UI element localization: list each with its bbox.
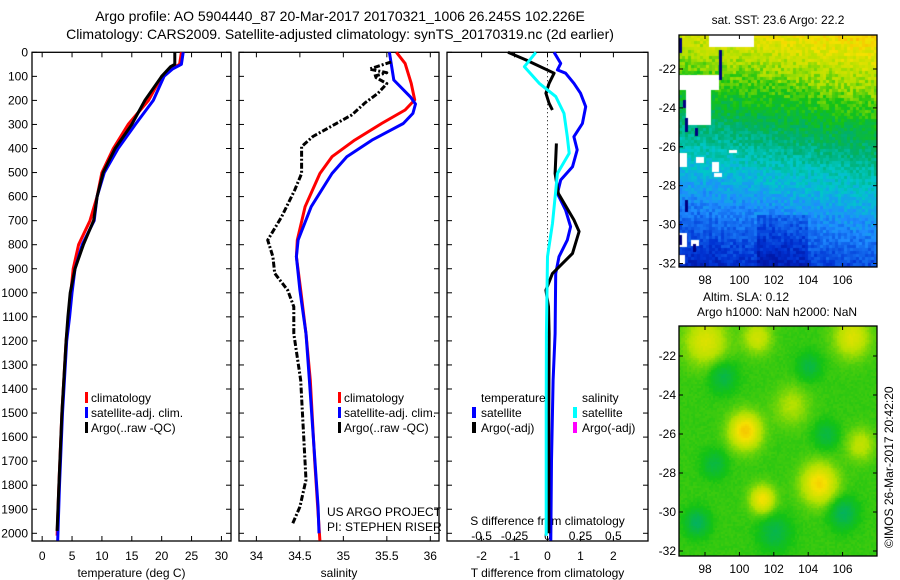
depth-tick-label: 1800 [1,478,28,492]
series-line-satellite-adj-clim- [56,52,185,541]
legend-label: satellite [582,406,623,420]
x-tick-label: -2 [476,549,487,563]
credit-pi: PI: STEPHEN RISER [327,520,442,534]
s-tick-label: -0.5 [471,529,492,543]
x-tick-label: 1 [577,549,584,563]
map1-title: sat. SST: 23.6 Argo: 22.2 [712,13,845,27]
series-line-salinity-satellite [522,51,571,536]
legend-swatch [85,422,88,433]
depth-tick-label: 0 [21,45,28,59]
x-axis-label: temperature (deg C) [77,566,185,580]
salinity-panel: 34 34.5 35 35.5 36 salinity climatologysatelli… [238,51,440,580]
legend-swatch [338,407,341,418]
s-tick-label: 0.25 [569,529,593,543]
depth-tick-label: 300 [8,117,28,131]
legend-swatch [472,407,476,418]
x-tick-label: 10 [95,549,109,563]
x-axis-label: T difference from climatology [471,566,625,580]
depth-tick-label: 1400 [1,382,28,396]
depth-tick-label: 900 [8,262,28,276]
depth-tick-label: 100 [8,69,28,83]
imos-watermark: ©IMOS 26-Mar-2017 20:42:20 [882,386,896,548]
legend-swatch [573,407,577,418]
credit-project: US ARGO PROJECT [327,505,442,519]
depth-tick-label: 1100 [2,310,28,324]
depth-tick-label: 1200 [1,334,28,348]
legend-swatch [338,392,341,403]
figure-title-line2: Climatology: CARS2009. Satellite-adjuste… [66,26,614,42]
x-tick-label: 34 [250,549,264,563]
x-tick-label: 25 [185,549,199,563]
legend-label: climatology [91,391,151,405]
depth-tick-label: 500 [8,166,28,180]
sla-map [679,326,877,556]
depth-tick-label: 1900 [1,502,28,516]
legend-label: satellite [481,406,522,420]
x-tick-label: 36 [424,549,438,563]
legend-group-title: temperature [481,391,546,405]
legend-group-title: salinity [582,391,619,405]
series-line-temperature-satellite [549,51,588,541]
depth-tick-label: 2000 [1,526,28,540]
legend-swatch [573,422,577,433]
x-tick-label: 0 [39,549,46,563]
s-tick-label: -0.25 [501,529,529,543]
map2-title-line2: Argo h1000: NaN h2000: NaN [697,305,857,319]
x-tick-label: 2 [610,549,617,563]
legend-label: Argo(..raw -QC) [91,421,176,435]
x-tick-label: -1 [509,549,520,563]
depth-tick-label: 600 [8,190,28,204]
depth-tick-label: 1000 [1,286,28,300]
s-tick-label: 0.5 [605,529,622,543]
plot-frame [238,51,440,542]
series-line-temperature-argo-adj- [544,143,581,534]
s-tick-label: 0 [544,529,551,543]
depth-tick-label: 1500 [1,406,28,420]
x-tick-label: 30 [215,549,229,563]
x-axis-label: salinity [321,566,358,580]
depth-tick-label: 1300 [1,358,28,372]
legend-label: Argo(..raw -QC) [344,421,429,435]
legend-label: Argo(-adj) [582,421,635,435]
x-tick-label: 0 [544,549,551,563]
series-line-temperature-argo-adj- [507,50,556,111]
legend-label: satellite-adj. clim. [344,406,436,420]
series-line-climatology [55,52,183,536]
depth-tick-label: 700 [8,214,28,228]
sst-map [679,35,877,267]
depth-tick-label: 800 [8,238,28,252]
difference-panel: -2 -1 0 1 2 T difference from climatology -0.5… [446,50,649,580]
series-line-argo-raw-qc- [55,52,177,531]
x-tick-label: 5 [69,549,76,563]
depth-tick-label: 1700 [1,454,28,468]
x-tick-label: 34.5 [288,549,312,563]
legend-label: satellite-adj. clim. [91,406,183,420]
legend-label: Argo(-adj) [481,421,534,435]
figure-title-line1: Argo profile: AO 5904440_87 20-Mar-2017 … [95,8,585,24]
depth-tick-label: 1600 [1,430,28,444]
legend-swatch [338,422,341,433]
x-tick-label: 15 [125,549,139,563]
legend-swatch [85,407,88,418]
x-tick-label: 35.5 [375,549,399,563]
legend-label: climatology [344,391,404,405]
map2-title-line1: Altim. SLA: 0.12 [703,290,789,304]
legend-swatch [472,422,476,433]
legend-swatch [85,392,88,403]
depth-tick-label: 200 [8,93,28,107]
series-line-argo-raw-qc- [266,60,392,526]
temperature-panel: 0100200300400500600700800900100011001200… [1,45,232,580]
series-line-satellite-adj-clim- [294,52,417,534]
x-tick-label: 35 [337,549,351,563]
x-tick-label: 20 [155,549,169,563]
depth-tick-label: 400 [8,142,28,156]
